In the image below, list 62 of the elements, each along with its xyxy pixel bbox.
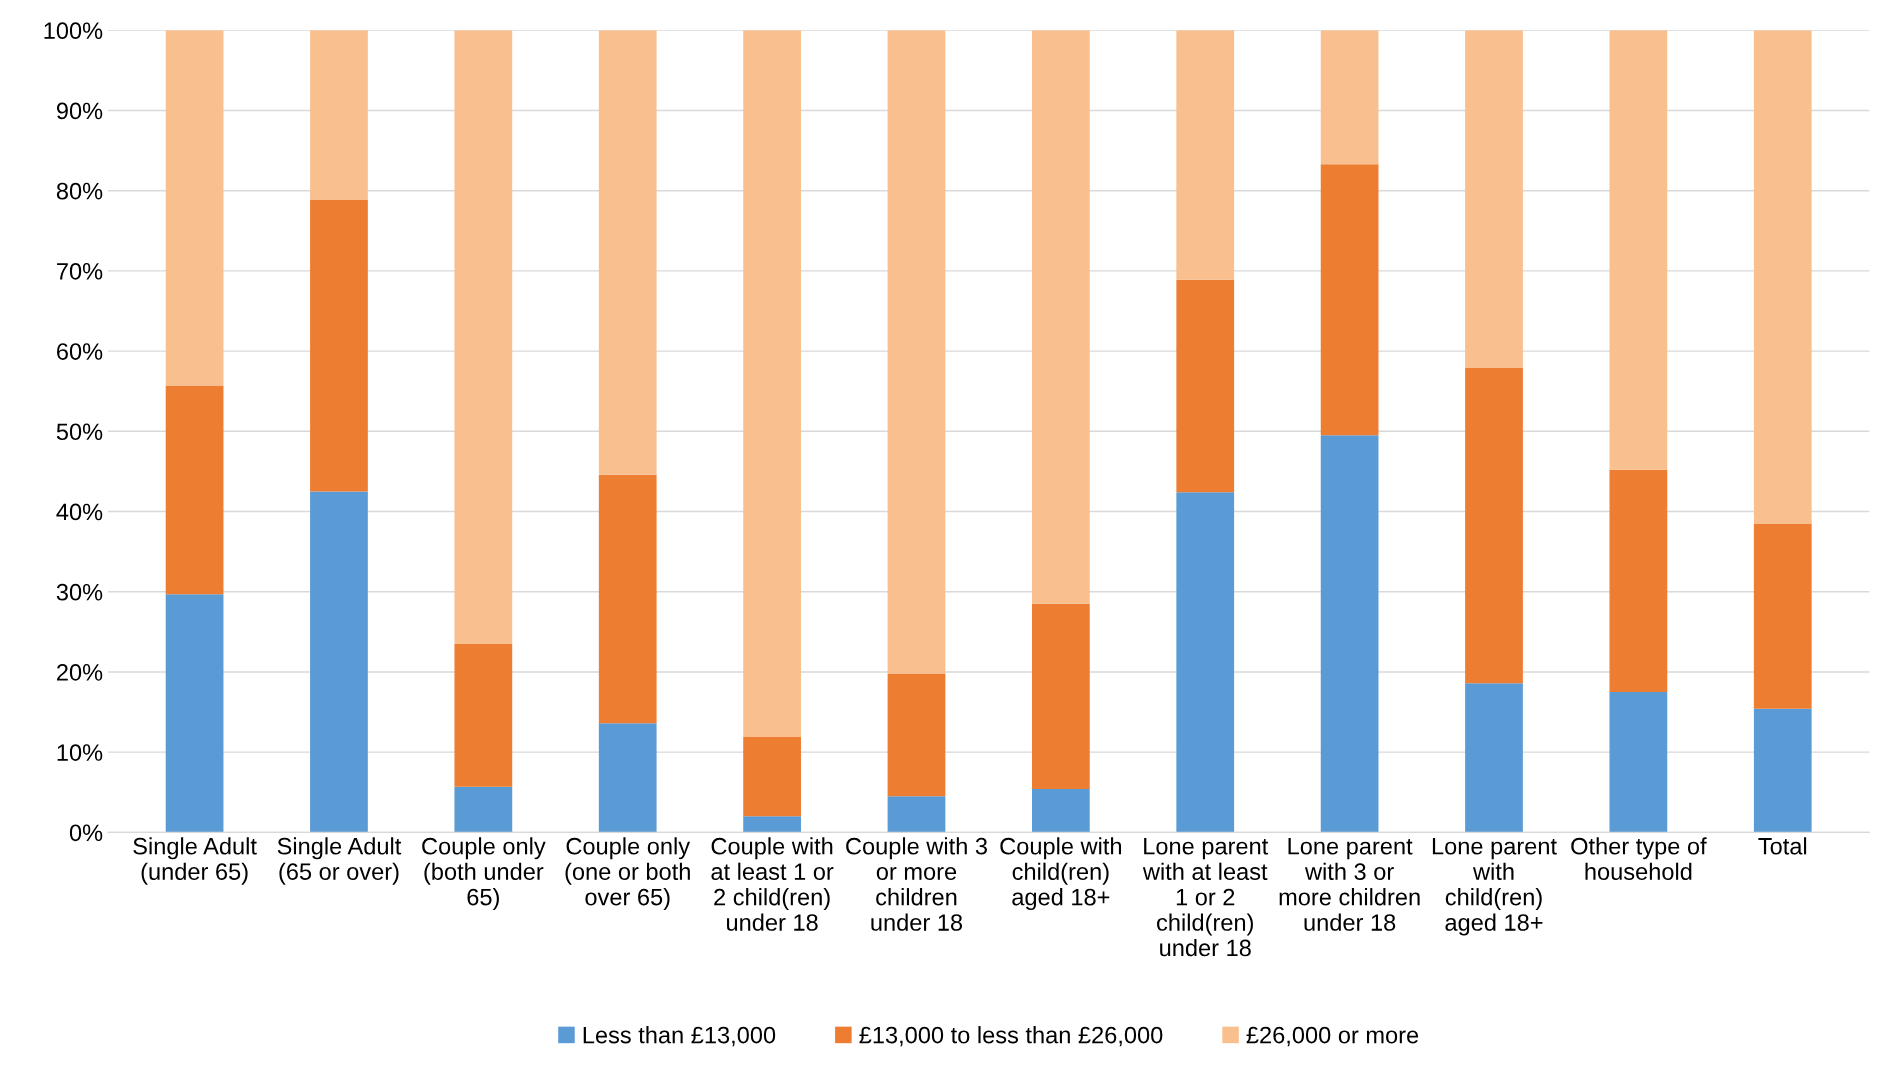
bar	[1753, 30, 1812, 524]
x-tick-label: Couple only (both under 65)	[422, 837, 546, 911]
bar	[598, 30, 657, 475]
y-tick-label: 60%	[57, 343, 103, 360]
y-tick-label: 100%	[44, 22, 103, 40]
bar	[310, 199, 368, 492]
bar	[1031, 789, 1090, 833]
x-tick-label: Total	[1758, 837, 1807, 855]
x-tick-label: Couple with at least 1 or 2 child(ren) under 18	[711, 837, 834, 931]
bar	[454, 643, 513, 787]
legend-label: £26,000 or more	[1246, 1026, 1419, 1047]
bar	[1465, 683, 1523, 833]
x-tick-label: Other type of household	[1571, 837, 1707, 881]
y-tick-label: 20%	[57, 664, 103, 681]
bar	[1176, 279, 1235, 493]
bar	[743, 816, 801, 833]
x-tick-label: Lone parent with child(ren) aged 18+	[1432, 838, 1557, 936]
y-tick-label: 70%	[57, 262, 103, 280]
y-tick-label: 90%	[56, 102, 103, 120]
bar	[1609, 692, 1668, 833]
y-tick-label: 10%	[57, 744, 103, 761]
bar	[743, 30, 801, 737]
bar	[310, 491, 368, 833]
bar	[165, 30, 224, 386]
bar	[598, 474, 657, 724]
bar	[1031, 603, 1090, 790]
bar	[887, 30, 946, 674]
x-tick-label: Lone parent with 3 or more children under 18	[1279, 838, 1420, 931]
y-tick-label: 40%	[56, 503, 103, 521]
y-tick-label: 0%	[69, 824, 103, 842]
bar	[887, 673, 946, 797]
legend-label: Less than £13,000	[583, 1026, 776, 1047]
bar	[887, 796, 946, 833]
bar	[1320, 30, 1379, 165]
bar	[454, 30, 513, 644]
x-tick-label: Lone parent with at least 1 or 2 child(ren) under 18	[1142, 838, 1269, 957]
bar	[1176, 492, 1235, 833]
bar	[598, 723, 657, 833]
bar	[165, 385, 224, 595]
bar	[1465, 30, 1523, 368]
x-tick-label: Single Adult (under 65)	[133, 837, 257, 885]
bar	[743, 736, 801, 817]
x-tick-label: Couple with child(ren) aged 18+	[1000, 837, 1122, 911]
legend-label: £13,000 to less than £26,000	[859, 1026, 1163, 1047]
bar	[1609, 469, 1668, 692]
x-tick-label: Single Adult (65 or over)	[277, 837, 402, 885]
y-tick-label: 50%	[56, 423, 103, 441]
bar	[1753, 523, 1812, 709]
bar	[454, 786, 513, 833]
x-tick-label: Couple only (one or both over 65)	[565, 837, 691, 911]
bar	[1465, 367, 1523, 684]
bar	[1320, 435, 1379, 833]
y-tick-label: 30%	[56, 583, 103, 601]
x-tick-label: Couple with 3 or more children under 18	[846, 837, 987, 931]
bar	[1320, 164, 1379, 436]
bar	[1609, 30, 1668, 470]
bar	[165, 594, 224, 833]
bar	[310, 30, 368, 200]
bar	[1176, 30, 1235, 280]
bar	[1753, 708, 1812, 833]
bar	[1031, 30, 1090, 604]
y-tick-label: 80%	[56, 182, 103, 200]
